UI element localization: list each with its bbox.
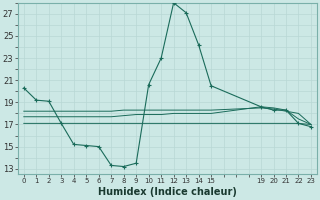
X-axis label: Humidex (Indice chaleur): Humidex (Indice chaleur) bbox=[98, 187, 237, 197]
